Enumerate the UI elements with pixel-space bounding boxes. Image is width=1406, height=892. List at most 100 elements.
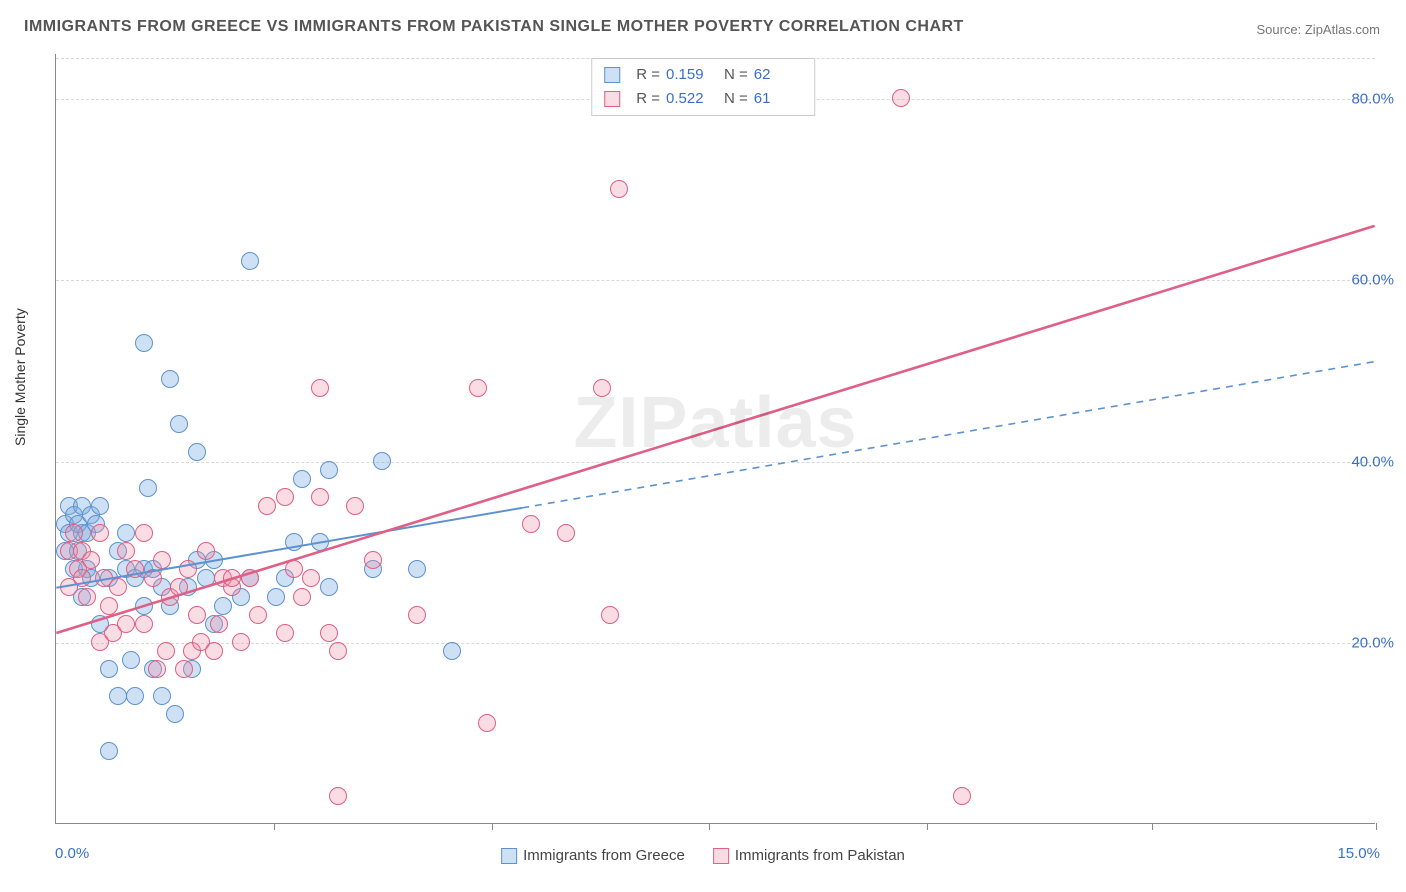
- data-point-pakistan: [285, 560, 303, 578]
- data-point-greece: [241, 252, 259, 270]
- data-point-greece: [214, 597, 232, 615]
- data-point-greece: [285, 533, 303, 551]
- data-point-pakistan: [293, 588, 311, 606]
- data-point-pakistan: [210, 615, 228, 633]
- chart-title: IMMIGRANTS FROM GREECE VS IMMIGRANTS FRO…: [24, 18, 964, 36]
- data-point-greece: [135, 334, 153, 352]
- r-label: R =: [636, 87, 660, 111]
- data-point-greece: [293, 470, 311, 488]
- legend-swatch-greece: [604, 67, 620, 83]
- data-point-pakistan: [311, 379, 329, 397]
- data-point-pakistan: [205, 642, 223, 660]
- data-point-pakistan: [478, 714, 496, 732]
- data-point-greece: [311, 533, 329, 551]
- data-point-pakistan: [91, 524, 109, 542]
- data-point-greece: [139, 479, 157, 497]
- data-point-pakistan: [320, 624, 338, 642]
- data-point-pakistan: [276, 624, 294, 642]
- data-point-pakistan: [197, 542, 215, 560]
- data-point-greece: [267, 588, 285, 606]
- data-point-greece: [188, 443, 206, 461]
- data-point-pakistan: [157, 642, 175, 660]
- source-credit: Source: ZipAtlas.com: [1256, 22, 1380, 37]
- legend-label-greece: Immigrants from Greece: [523, 847, 685, 864]
- data-point-greece: [100, 660, 118, 678]
- x-tick-max: 15.0%: [1337, 845, 1380, 862]
- data-point-greece: [100, 742, 118, 760]
- legend-stat-row-pakistan: R =0.522N =61: [604, 87, 802, 111]
- gridline-h: [56, 643, 1375, 644]
- data-point-pakistan: [258, 497, 276, 515]
- x-minor-tick: [492, 823, 493, 830]
- trend-line-greece-dashed: [522, 362, 1374, 508]
- data-point-greece: [320, 578, 338, 596]
- legend-swatch-pakistan: [713, 848, 729, 864]
- data-point-pakistan: [100, 597, 118, 615]
- data-point-greece: [91, 497, 109, 515]
- data-point-pakistan: [153, 551, 171, 569]
- data-point-pakistan: [610, 180, 628, 198]
- data-point-pakistan: [249, 606, 267, 624]
- x-minor-tick: [709, 823, 710, 830]
- x-minor-tick: [927, 823, 928, 830]
- gridline-h: [56, 280, 1375, 281]
- data-point-greece: [109, 687, 127, 705]
- data-point-pakistan: [78, 588, 96, 606]
- data-point-greece: [153, 687, 171, 705]
- data-point-pakistan: [109, 578, 127, 596]
- data-point-greece: [320, 461, 338, 479]
- r-label: R =: [636, 63, 660, 87]
- data-point-greece: [443, 642, 461, 660]
- data-point-pakistan: [593, 379, 611, 397]
- data-point-pakistan: [241, 569, 259, 587]
- data-point-pakistan: [65, 524, 83, 542]
- data-point-pakistan: [892, 89, 910, 107]
- data-point-pakistan: [117, 542, 135, 560]
- y-axis-label: Single Mother Poverty: [12, 308, 28, 446]
- r-value-greece: 0.159: [666, 63, 714, 87]
- data-point-pakistan: [170, 578, 188, 596]
- data-point-pakistan: [179, 560, 197, 578]
- data-point-pakistan: [329, 642, 347, 660]
- source-link[interactable]: ZipAtlas.com: [1305, 22, 1380, 37]
- data-point-greece: [135, 597, 153, 615]
- data-point-greece: [117, 524, 135, 542]
- y-tick-label: 80.0%: [1351, 91, 1394, 108]
- data-point-pakistan: [408, 606, 426, 624]
- n-value-greece: 62: [754, 63, 802, 87]
- x-tick-min: 0.0%: [55, 845, 89, 862]
- data-point-pakistan: [144, 569, 162, 587]
- n-label: N =: [724, 63, 748, 87]
- n-value-pakistan: 61: [754, 87, 802, 111]
- data-point-pakistan: [311, 488, 329, 506]
- data-point-pakistan: [469, 379, 487, 397]
- data-point-pakistan: [188, 606, 206, 624]
- source-prefix: Source:: [1256, 22, 1304, 37]
- data-point-greece: [161, 370, 179, 388]
- x-minor-tick: [1376, 823, 1377, 830]
- data-point-pakistan: [148, 660, 166, 678]
- data-point-greece: [197, 569, 215, 587]
- data-point-pakistan: [557, 524, 575, 542]
- watermark: ZIPatlas: [573, 382, 857, 464]
- data-point-pakistan: [175, 660, 193, 678]
- x-minor-tick: [1152, 823, 1153, 830]
- plot-area: ZIPatlas: [55, 54, 1375, 824]
- gridline-h: [56, 462, 1375, 463]
- data-point-greece: [408, 560, 426, 578]
- legend-swatch-greece: [501, 848, 517, 864]
- data-point-pakistan: [522, 515, 540, 533]
- data-point-pakistan: [302, 569, 320, 587]
- data-point-greece: [170, 415, 188, 433]
- n-label: N =: [724, 87, 748, 111]
- data-point-pakistan: [223, 569, 241, 587]
- data-point-pakistan: [82, 551, 100, 569]
- legend-label-pakistan: Immigrants from Pakistan: [735, 847, 905, 864]
- data-point-greece: [373, 452, 391, 470]
- legend-item-pakistan: Immigrants from Pakistan: [713, 847, 905, 864]
- data-point-pakistan: [601, 606, 619, 624]
- y-tick-label: 20.0%: [1351, 634, 1394, 651]
- data-point-pakistan: [126, 560, 144, 578]
- trend-lines-layer: [56, 54, 1375, 823]
- y-tick-label: 60.0%: [1351, 272, 1394, 289]
